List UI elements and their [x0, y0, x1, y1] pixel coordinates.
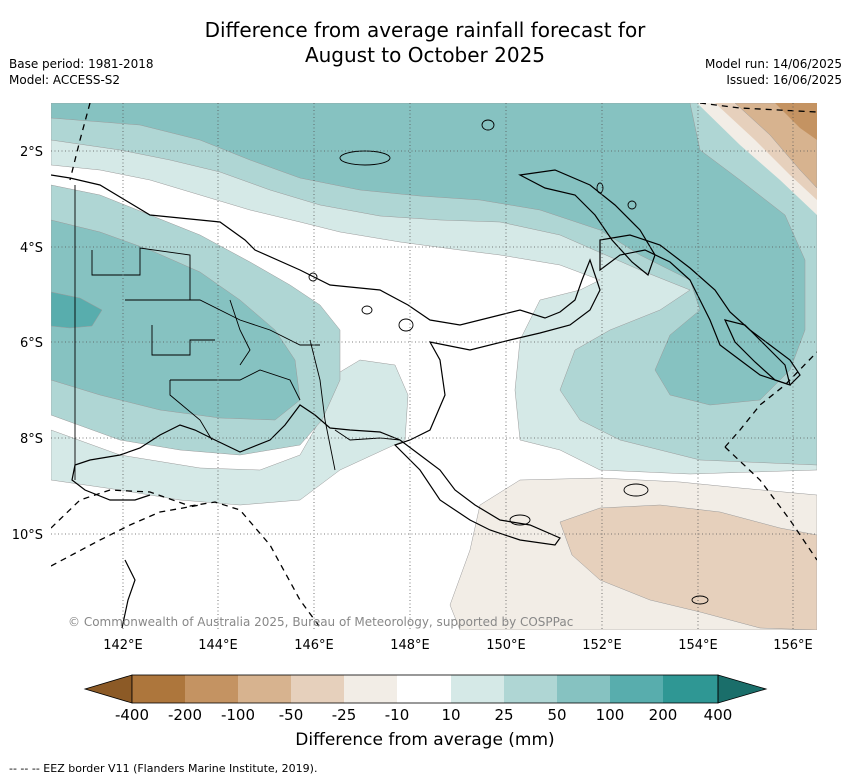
new-guinea-coast — [51, 174, 601, 546]
lon-label: 150°E — [486, 638, 526, 653]
colorbar: -400 -200 -100 -50 -25 -10 10 25 50 100 … — [83, 674, 768, 724]
lon-label: 146°E — [294, 638, 334, 653]
provincial-boundaries — [74, 185, 401, 480]
colorbar-tick: 10 — [441, 706, 460, 724]
colorbar-tick: 200 — [649, 706, 678, 724]
colorbar-tick: -50 — [279, 706, 304, 724]
contour-band-minus50-minus25 — [559, 504, 817, 630]
colorbar-title: Difference from average (mm) — [295, 730, 555, 750]
colorbar-extend-high — [717, 674, 768, 704]
graticule — [51, 103, 817, 630]
issued-label: Issued: 16/06/2025 — [726, 73, 842, 87]
title-line-2: August to October 2025 — [304, 43, 546, 67]
base-period-label: Base period: 1981-2018 — [9, 57, 154, 71]
colorbar-tick: -25 — [332, 706, 357, 724]
bougainville-coast — [723, 319, 791, 386]
lon-label: 148°E — [390, 638, 430, 653]
colorbar-cell — [663, 675, 718, 703]
contour-band-50-100 — [51, 103, 806, 406]
colorbar-frame — [131, 674, 719, 704]
lat-label: 8°S — [20, 432, 43, 447]
lat-label: 6°S — [20, 336, 43, 351]
small-islands — [308, 119, 709, 605]
colorbar-cell — [344, 675, 398, 703]
australia-cape-york — [121, 559, 136, 629]
lon-label: 144°E — [198, 638, 238, 653]
colorbar-tick: 25 — [494, 706, 513, 724]
eez-legend-note: -- -- -- EEZ border V11 (Flanders Marine… — [9, 762, 318, 775]
colorbar-cell — [132, 675, 186, 703]
colorbar-tick: 400 — [704, 706, 733, 724]
colorbar-cell — [291, 675, 345, 703]
eez-borders — [51, 103, 817, 630]
meta-right: Model run: 14/06/2025 Issued: 16/06/2025 — [705, 56, 842, 88]
colorbar-tick: 100 — [596, 706, 625, 724]
new-ireland-coast — [518, 169, 656, 277]
colorbar-tick: -100 — [221, 706, 255, 724]
lon-label: 154°E — [678, 638, 718, 653]
map-panel: © Commonwealth of Australia 2025, Bureau… — [51, 103, 817, 630]
lat-label: 4°S — [20, 241, 43, 256]
colorbar-tick: 50 — [547, 706, 566, 724]
colorbar-cell — [397, 675, 452, 703]
lat-label: 2°S — [20, 145, 43, 160]
model-run-label: Model run: 14/06/2025 — [704, 57, 842, 71]
colorbar-cell — [238, 675, 292, 703]
model-label: Model: ACCESS-S2 — [9, 73, 121, 87]
lon-label: 156°E — [773, 638, 813, 653]
contour-band-100-200 — [51, 291, 103, 329]
colorbar-tick: -200 — [168, 706, 202, 724]
meta-left: Base period: 1981-2018 Model: ACCESS-S2 — [9, 56, 154, 88]
colorbar-cell — [610, 675, 664, 703]
colorbar-cell — [557, 675, 611, 703]
latitude-labels: 2°S 4°S 6°S 8°S 10°S — [12, 145, 43, 543]
lon-label: 142°E — [103, 638, 143, 653]
colorbar-extend-low — [83, 674, 133, 704]
contour-band-ne-minus200 — [775, 103, 817, 140]
colorbar-cell — [504, 675, 558, 703]
coastlines — [51, 169, 801, 629]
lon-label: 152°E — [582, 638, 622, 653]
contour-band-50-100-west — [51, 219, 301, 421]
colorbar-tick: -10 — [385, 706, 410, 724]
copyright-text: © Commonwealth of Australia 2025, Bureau… — [68, 615, 573, 629]
lat-label: 10°S — [12, 528, 43, 543]
title-line-1: Difference from average rainfall forecas… — [204, 18, 646, 42]
longitude-labels: 142°E 144°E 146°E 148°E 150°E 152°E 154°… — [103, 638, 813, 653]
colorbar-ticks: -400 -200 -100 -50 -25 -10 10 25 50 100 … — [115, 706, 732, 724]
new-britain-coast — [599, 234, 801, 386]
colorbar-cell — [451, 675, 505, 703]
colorbar-cell — [185, 675, 239, 703]
map-title: Difference from average rainfall forecas… — [0, 18, 850, 68]
colorbar-tick: -400 — [115, 706, 149, 724]
